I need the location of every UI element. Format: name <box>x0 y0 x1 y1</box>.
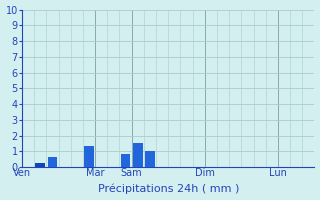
X-axis label: Précipitations 24h ( mm ): Précipitations 24h ( mm ) <box>98 184 239 194</box>
Bar <box>84 146 94 167</box>
Bar <box>36 163 45 167</box>
Bar <box>121 154 131 167</box>
Bar <box>145 151 155 167</box>
Bar <box>48 157 57 167</box>
Bar <box>133 143 143 167</box>
